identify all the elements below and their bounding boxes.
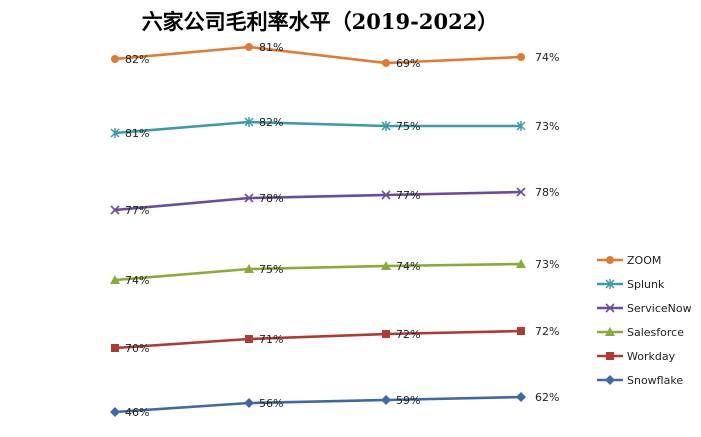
data-point-snowflake-2020: [244, 398, 254, 408]
legend-label-splunk: Splunk: [627, 278, 665, 291]
data-point-zoom-2019: [111, 55, 119, 63]
data-point-servicenow-2019: [110, 205, 120, 215]
data-label-salesforce-2019: 74%: [125, 274, 149, 287]
data-label-workday-2020: 71%: [259, 333, 283, 346]
data-point-salesforce-2022: [516, 259, 526, 268]
data-label-snowflake-2021: 59%: [396, 394, 420, 407]
legend-label-workday: Workday: [627, 350, 676, 363]
data-label-zoom-2022: 74%: [535, 51, 559, 64]
legend-label-servicenow: ServiceNow: [627, 302, 692, 315]
legend-marker-salesforce: [605, 327, 615, 336]
data-point-splunk-2022: [516, 121, 526, 131]
data-label-workday-2019: 70%: [125, 342, 149, 355]
data-label-workday-2021: 72%: [396, 328, 420, 341]
data-point-servicenow-2020: [244, 193, 254, 203]
legend-marker-zoom: [606, 256, 614, 264]
data-label-servicenow-2022: 78%: [535, 186, 559, 199]
data-label-snowflake-2022: 62%: [535, 391, 559, 404]
data-point-splunk-2020: [244, 117, 254, 127]
data-point-workday-2019: [111, 344, 119, 352]
data-label-zoom-2021: 69%: [396, 57, 420, 70]
legend-marker-servicenow: [605, 303, 615, 313]
legend-marker-workday: [606, 352, 614, 360]
data-label-splunk-2020: 82%: [259, 116, 283, 129]
data-label-servicenow-2021: 77%: [396, 189, 420, 202]
data-label-salesforce-2021: 74%: [396, 260, 420, 273]
data-point-salesforce-2019: [110, 275, 120, 284]
data-point-workday-2022: [517, 327, 525, 335]
series-line-zoom: [114, 45, 522, 65]
series-line-workday: [114, 329, 522, 350]
data-point-servicenow-2021: [381, 190, 391, 200]
series-line-salesforce: [114, 262, 522, 282]
data-point-splunk-2019: [110, 128, 120, 138]
data-label-snowflake-2020: 56%: [259, 397, 283, 410]
data-label-snowflake-2019: 46%: [125, 406, 149, 419]
data-point-workday-2021: [382, 330, 390, 338]
data-point-salesforce-2020: [244, 264, 254, 273]
data-label-salesforce-2020: 75%: [259, 263, 283, 276]
chart-title: 六家公司毛利率水平（2019-2022）: [141, 9, 499, 34]
data-point-snowflake-2022: [516, 392, 526, 402]
data-point-servicenow-2022: [516, 187, 526, 197]
data-label-splunk-2021: 75%: [396, 120, 420, 133]
data-label-zoom-2019: 82%: [125, 53, 149, 66]
data-label-zoom-2020: 81%: [259, 41, 283, 54]
legend-label-snowflake: Snowflake: [627, 374, 683, 387]
data-point-snowflake-2021: [381, 395, 391, 405]
data-point-zoom-2020: [245, 43, 253, 51]
legend-marker-snowflake: [605, 375, 615, 385]
data-label-workday-2022: 72%: [535, 325, 559, 338]
data-label-salesforce-2022: 73%: [535, 258, 559, 271]
data-point-snowflake-2019: [110, 407, 120, 417]
series-line-servicenow: [114, 190, 522, 212]
data-point-salesforce-2021: [381, 261, 391, 270]
data-point-zoom-2022: [517, 53, 525, 61]
data-label-splunk-2019: 81%: [125, 127, 149, 140]
legend-label-zoom: ZOOM: [627, 254, 661, 267]
series-line-snowflake: [114, 395, 522, 414]
legend-marker-splunk: [605, 279, 615, 289]
series-line-splunk: [114, 120, 521, 135]
data-point-splunk-2021: [381, 121, 391, 131]
data-label-splunk-2022: 73%: [535, 120, 559, 133]
data-label-servicenow-2020: 78%: [259, 192, 283, 205]
data-point-workday-2020: [245, 335, 253, 343]
data-label-servicenow-2019: 77%: [125, 204, 149, 217]
legend-label-salesforce: Salesforce: [627, 326, 684, 339]
data-point-zoom-2021: [382, 59, 390, 67]
